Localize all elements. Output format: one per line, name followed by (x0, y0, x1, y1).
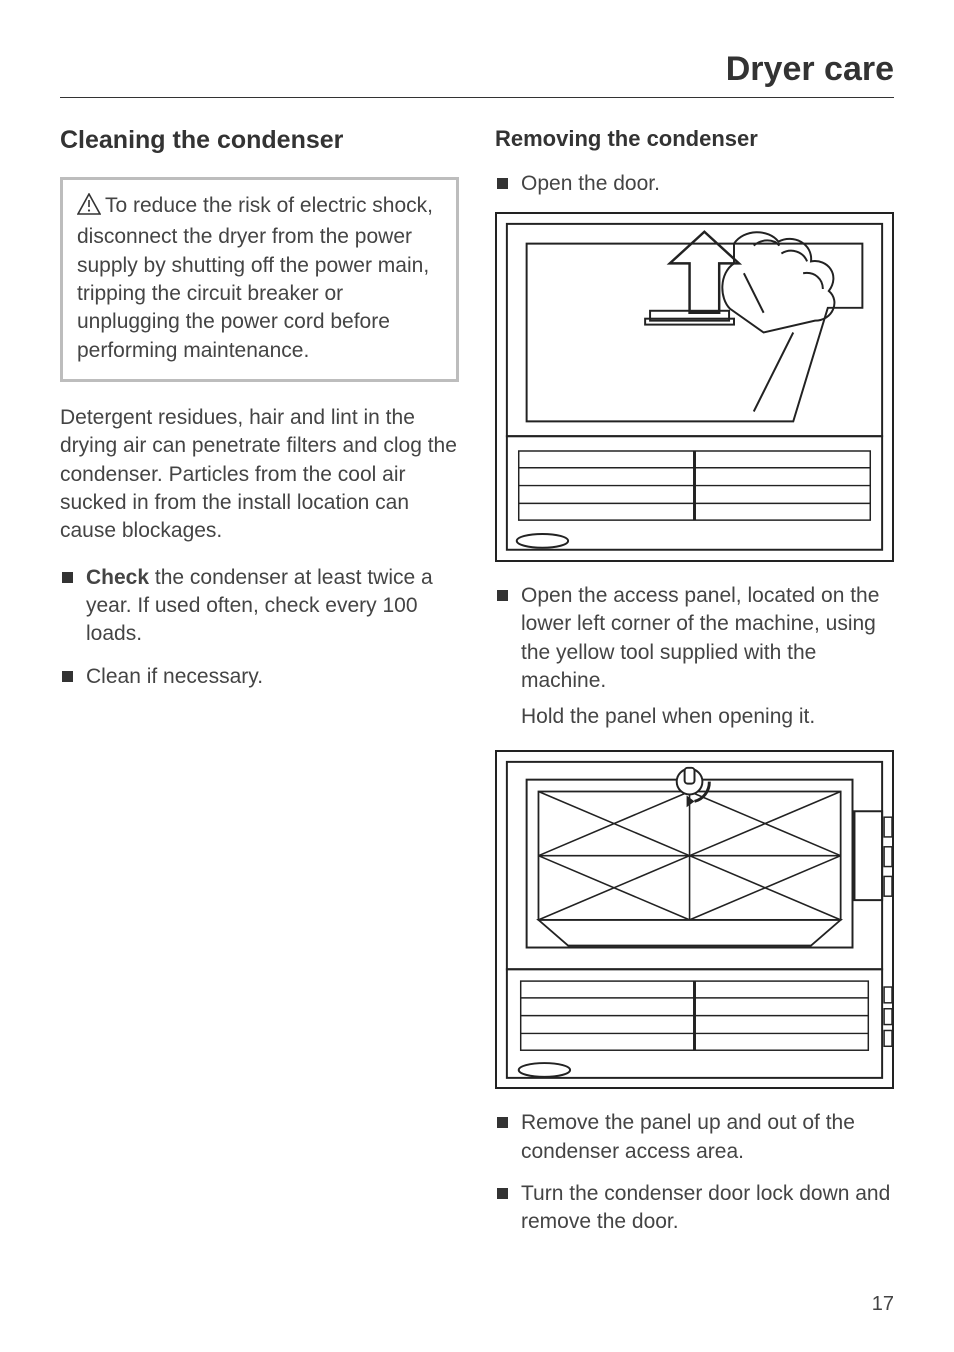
warning-box: To reduce the risk of electric shock, di… (60, 177, 459, 382)
bold-word: Check (86, 566, 149, 589)
list-item: Check the condenser at least twice a yea… (60, 564, 459, 649)
figure-condenser-lock (495, 750, 894, 1090)
warning-icon (77, 193, 101, 223)
section-title-cleaning: Cleaning the condenser (60, 126, 459, 155)
warning-text: To reduce the risk of electric shock, di… (77, 194, 433, 362)
item-text: Open the door. (521, 172, 660, 195)
step-list-1: Open the door. (495, 170, 894, 198)
list-item: Open the access panel, located on the lo… (495, 582, 894, 695)
item-text: Remove the panel up and out of the conde… (521, 1111, 855, 1162)
subsection-title-removing: Removing the condenser (495, 126, 894, 152)
left-column: Cleaning the condenser To reduce the ris… (60, 126, 459, 1251)
header-title: Dryer care (726, 50, 894, 88)
page-number: 17 (872, 1293, 894, 1316)
item-text: Clean if necessary. (86, 665, 263, 688)
item-text: Open the access panel, located on the lo… (521, 584, 879, 692)
step-list-2: Open the access panel, located on the lo… (495, 582, 894, 695)
figure-open-panel (495, 212, 894, 562)
item-text: Turn the condenser door lock down and re… (521, 1182, 890, 1233)
left-bullet-list: Check the condenser at least twice a yea… (60, 564, 459, 691)
page: Dryer care Cleaning the condenser To red… (0, 0, 954, 1352)
list-item: Remove the panel up and out of the conde… (495, 1109, 894, 1166)
intro-paragraph: Detergent residues, hair and lint in the… (60, 404, 459, 546)
step-note: Hold the panel when opening it. (495, 703, 894, 731)
list-item: Clean if necessary. (60, 663, 459, 691)
page-header: Dryer care (60, 50, 894, 98)
content-columns: Cleaning the condenser To reduce the ris… (60, 126, 894, 1251)
step-list-3: Remove the panel up and out of the conde… (495, 1109, 894, 1236)
right-column: Removing the condenser Open the door. (495, 126, 894, 1251)
list-item: Open the door. (495, 170, 894, 198)
list-item: Turn the condenser door lock down and re… (495, 1180, 894, 1237)
